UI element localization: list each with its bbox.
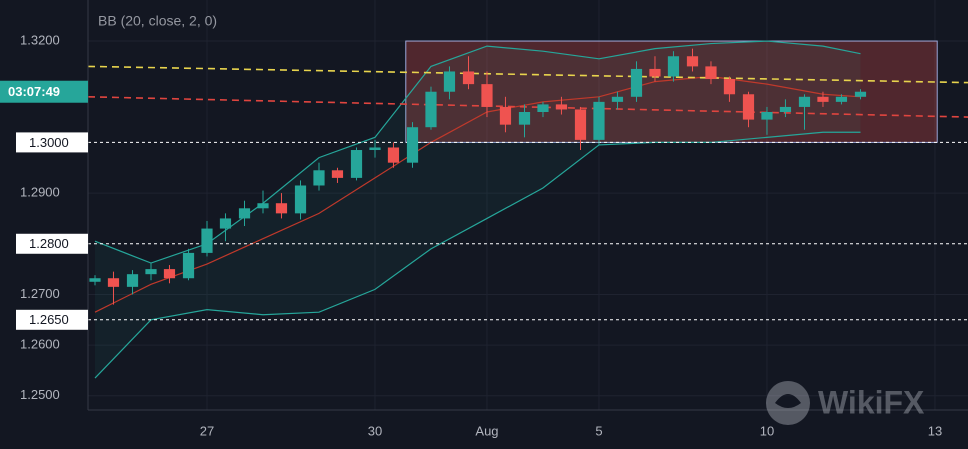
countdown: 03:07:49	[8, 84, 60, 99]
candle-body	[406, 127, 419, 163]
candle-body	[238, 208, 251, 219]
candle-body	[275, 203, 288, 214]
indicator-title: BB (20, close, 2, 0)	[98, 13, 217, 29]
watermark-logo	[766, 381, 810, 425]
candle-body	[425, 91, 437, 128]
candle-body	[126, 274, 139, 287]
bb-lower	[94, 131, 861, 379]
y-tick-label: 1.2900	[20, 185, 60, 200]
candle-body	[499, 106, 512, 125]
candle-body	[107, 278, 120, 287]
level-label-box	[16, 309, 88, 330]
candle-body	[555, 104, 568, 110]
candle-body	[89, 278, 101, 282]
candle-body	[854, 91, 867, 97]
candle-body	[630, 68, 643, 97]
candle-body	[163, 269, 176, 279]
level-label: 1.2800	[29, 236, 69, 251]
candle-body	[481, 84, 493, 107]
candle-body	[182, 252, 195, 279]
y-tick-label: 1.2600	[20, 337, 60, 352]
x-tick-label: Aug	[475, 423, 498, 438]
x-tick-label: 13	[928, 423, 942, 438]
candle-body	[835, 96, 848, 102]
level-label-box	[16, 233, 88, 254]
candle-body	[593, 101, 605, 140]
plot	[87, 0, 968, 410]
candle-body	[537, 104, 549, 113]
x-tick-label: 27	[200, 423, 214, 438]
candle-body	[331, 170, 344, 178]
x-tick-label: 10	[760, 423, 774, 438]
y-tick-label: 1.2700	[20, 286, 60, 301]
trend-line	[87, 95, 968, 118]
level-label: 1.3000	[29, 135, 69, 150]
x-tick-label: 5	[595, 423, 602, 438]
candle-body	[462, 71, 475, 85]
candle-body	[667, 56, 680, 77]
candle-body	[145, 269, 157, 275]
y-tick-label: 1.2500	[20, 387, 60, 402]
candle-body	[723, 79, 736, 95]
band-fill	[94, 41, 861, 379]
candle-body	[201, 228, 213, 253]
countdown-box	[0, 80, 88, 103]
candle-body	[779, 106, 792, 113]
candle-body	[294, 185, 307, 214]
candle-body	[705, 66, 717, 80]
level-label-box	[16, 132, 88, 153]
candle-body	[742, 94, 755, 120]
candle-body	[369, 147, 381, 151]
y-tick-label: 1.3200	[20, 32, 60, 47]
level-label: 1.2650	[29, 312, 69, 327]
candle-body	[443, 71, 456, 92]
x-tick-label: 30	[368, 423, 382, 438]
candle-body	[574, 109, 587, 140]
candle-body	[313, 170, 325, 186]
trend-line	[87, 65, 968, 84]
candle-body	[761, 112, 773, 120]
candle-body	[518, 112, 531, 125]
candle-body	[611, 96, 624, 102]
candle-body	[798, 96, 811, 107]
candle-body	[387, 147, 400, 163]
watermark: WikiFX	[818, 384, 925, 420]
candle-body	[686, 56, 699, 67]
candle-body	[350, 150, 363, 178]
candle-body	[257, 203, 269, 209]
candle-body	[817, 96, 829, 102]
candle-body	[219, 218, 232, 229]
candle-body	[649, 68, 661, 77]
